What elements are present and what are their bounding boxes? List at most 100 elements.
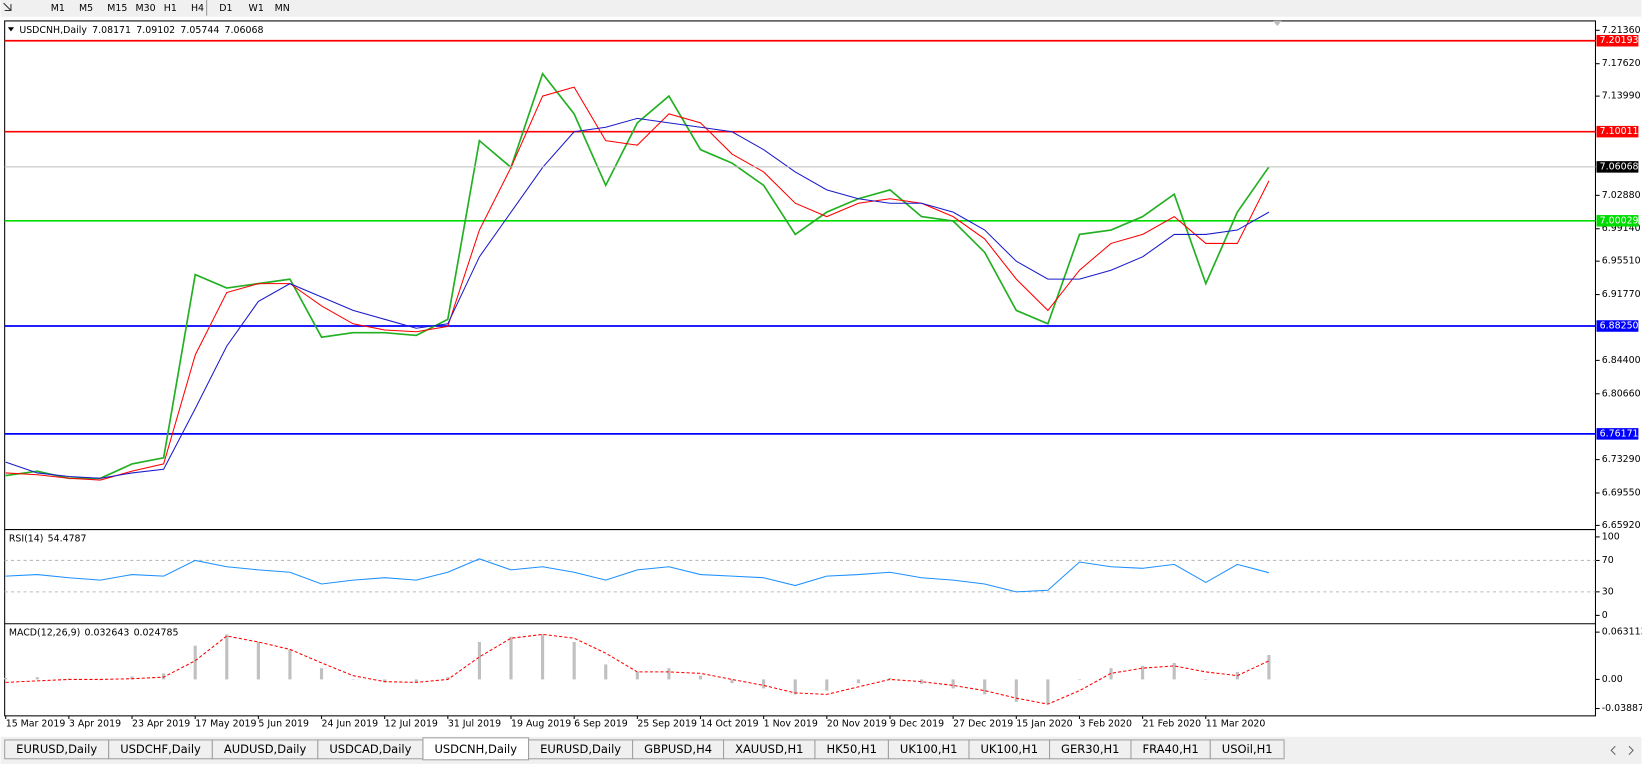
y-tick-label: 6.99140 bbox=[1602, 223, 1641, 234]
chart-header: 7.09102 bbox=[136, 25, 175, 36]
y-tick-label: 6.80660 bbox=[1602, 388, 1641, 399]
x-tick-label: 15 Mar 2019 bbox=[6, 719, 66, 730]
histogram-bar bbox=[1141, 665, 1145, 680]
tab[interactable]: EURUSD,Daily bbox=[4, 739, 110, 760]
tab-label[interactable]: USDCHF,Daily bbox=[120, 742, 201, 756]
histogram-bar bbox=[762, 679, 766, 689]
histogram-bar bbox=[446, 677, 450, 680]
y-tick-label: 6.95510 bbox=[1602, 256, 1641, 267]
tab-label[interactable]: UK100,H1 bbox=[900, 742, 958, 756]
tab-label[interactable]: USDCNH,Daily bbox=[434, 742, 517, 756]
indicator-value: 0.024785 bbox=[134, 628, 179, 639]
y-tick-label: 6.91770 bbox=[1602, 289, 1641, 300]
x-tick-label: 23 Apr 2019 bbox=[132, 719, 190, 730]
tab[interactable]: UK100,H1 bbox=[968, 739, 1051, 760]
x-tick-label: 17 May 2019 bbox=[195, 719, 256, 730]
histogram-bar bbox=[604, 664, 608, 680]
histogram-bar bbox=[414, 679, 418, 683]
tab-label[interactable]: USOil,H1 bbox=[1222, 742, 1273, 756]
histogram-bar bbox=[1046, 679, 1050, 704]
y-tick-label: -0.038873 bbox=[1602, 703, 1642, 714]
histogram-bar bbox=[888, 677, 892, 680]
tab[interactable]: UK100,H1 bbox=[887, 739, 970, 760]
cursor-icon[interactable] bbox=[3, 2, 12, 11]
histogram-bar bbox=[919, 679, 924, 684]
histogram-bar bbox=[351, 679, 355, 680]
tab-scroll[interactable] bbox=[1610, 745, 1634, 755]
y-tick-label: 0 bbox=[1602, 610, 1608, 621]
indicator-header: MACD(12,26,9) bbox=[9, 628, 80, 639]
timeframe-button[interactable]: W1 bbox=[249, 3, 264, 14]
histogram-bar bbox=[288, 649, 292, 680]
level-label-bg bbox=[1596, 428, 1639, 440]
tab-label[interactable]: USDCAD,Daily bbox=[329, 742, 411, 756]
y-tick-label: 6.84400 bbox=[1602, 355, 1641, 366]
histogram-bar bbox=[130, 676, 134, 680]
level-label-bg bbox=[1596, 34, 1639, 47]
tab-label[interactable]: AUDUSD,Daily bbox=[224, 742, 307, 756]
x-tick-label: 12 Jul 2019 bbox=[385, 719, 438, 730]
level-label: 6.88250 bbox=[1600, 321, 1639, 332]
x-tick-label: 31 Jul 2019 bbox=[448, 719, 501, 730]
tab[interactable]: USDCNH,Daily bbox=[422, 737, 530, 761]
series-line bbox=[5, 86, 1270, 481]
histogram-bar bbox=[35, 677, 39, 680]
x-tick-label: 21 Feb 2020 bbox=[1143, 719, 1202, 730]
tab[interactable]: USDCAD,Daily bbox=[317, 739, 424, 760]
tab-label[interactable]: EURUSD,Daily bbox=[16, 742, 97, 756]
level-label: 6.76171 bbox=[1600, 428, 1639, 439]
histogram-bar bbox=[509, 636, 513, 680]
chart-header: 7.06068 bbox=[225, 25, 264, 36]
toolbar bbox=[0, 0, 1642, 17]
tab-label[interactable]: UK100,H1 bbox=[980, 742, 1038, 756]
level-label-bg bbox=[1596, 215, 1639, 227]
histogram-bar bbox=[477, 641, 481, 680]
chart-header: 7.08171 bbox=[92, 25, 131, 36]
tab-label[interactable]: GER30,H1 bbox=[1061, 742, 1119, 756]
x-tick-label: 15 Jan 2020 bbox=[1016, 719, 1072, 730]
series-line bbox=[5, 71, 1270, 480]
histogram-bar bbox=[162, 673, 166, 680]
tab[interactable]: EURUSD,Daily bbox=[528, 739, 634, 760]
x-tick-label: 27 Dec 2019 bbox=[953, 719, 1013, 730]
tab[interactable]: AUDUSD,Daily bbox=[211, 739, 319, 760]
y-tick-label: 6.65920 bbox=[1602, 520, 1641, 531]
x-tick-label: 5 Jun 2019 bbox=[258, 719, 309, 730]
tab-background bbox=[1209, 739, 1285, 760]
timeframe-button[interactable]: D1 bbox=[219, 3, 232, 14]
tab-label[interactable]: GBPUSD,H4 bbox=[644, 742, 712, 756]
tab[interactable]: GER30,H1 bbox=[1049, 739, 1132, 760]
x-tick-label: 1 Nov 2019 bbox=[764, 719, 818, 730]
tab[interactable]: XAUUSD,H1 bbox=[723, 739, 816, 760]
series-line bbox=[5, 558, 1270, 593]
tab[interactable]: USDCHF,Daily bbox=[108, 739, 213, 760]
timeframe-button[interactable]: H1 bbox=[164, 3, 177, 14]
level-label-bg bbox=[1596, 320, 1639, 332]
y-tick-label: 30 bbox=[1602, 586, 1614, 597]
tab[interactable]: HK50,H1 bbox=[814, 739, 889, 760]
level-label-bg bbox=[1596, 125, 1639, 138]
timeframe-button[interactable]: MN bbox=[275, 3, 290, 14]
tab-label[interactable]: FRA40,H1 bbox=[1142, 742, 1198, 756]
timeframe-button[interactable]: M15 bbox=[107, 3, 127, 14]
histogram-bar bbox=[572, 641, 576, 680]
timeframe-button[interactable]: M1 bbox=[51, 3, 65, 14]
histogram-bar bbox=[319, 668, 324, 680]
chart-frame bbox=[4, 20, 1596, 717]
series-line bbox=[5, 633, 1270, 705]
tab-label[interactable]: EURUSD,Daily bbox=[540, 742, 621, 756]
timeframe-button[interactable]: H4 bbox=[191, 3, 204, 14]
histogram-bar bbox=[1204, 679, 1208, 680]
tab-label[interactable]: HK50,H1 bbox=[826, 742, 876, 756]
timeframe-button[interactable]: M30 bbox=[135, 3, 155, 14]
tab-label[interactable]: XAUUSD,H1 bbox=[735, 742, 803, 756]
tab[interactable]: USOil,H1 bbox=[1209, 739, 1285, 760]
tab[interactable]: GBPUSD,H4 bbox=[632, 739, 725, 760]
tab[interactable]: FRA40,H1 bbox=[1130, 739, 1211, 760]
timeframe-button[interactable]: M5 bbox=[79, 3, 93, 14]
histogram-bar bbox=[541, 634, 545, 680]
indicator-header: RSI(14) bbox=[9, 533, 44, 544]
menu-arrow[interactable] bbox=[7, 27, 15, 32]
y-tick-label: 0.063113 bbox=[1602, 627, 1642, 638]
